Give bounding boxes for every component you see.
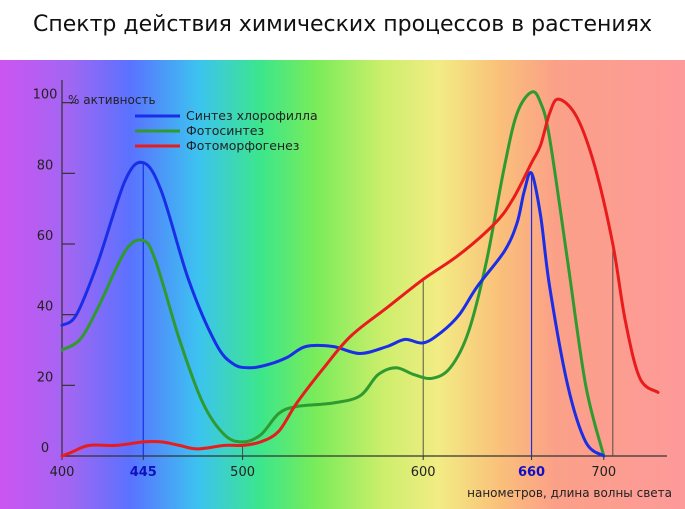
legend-photomorphogenesis: Фотоморфогенез	[135, 138, 299, 153]
series-lines	[60, 90, 660, 458]
legend: Синтез хлорофиллаФотосинтезФотоморфогене…	[135, 108, 318, 153]
legend-label: Фотоморфогенез	[186, 138, 299, 153]
x-tick-label: 500	[230, 465, 255, 480]
axes: 0 20 40 60 80 100 400 445 500 600 660 700	[33, 80, 667, 480]
legend-label: Фотосинтез	[186, 123, 264, 138]
axis-labels: % активность нанометров, длина волны све…	[68, 93, 672, 500]
y-axis-label: % активность	[68, 93, 156, 107]
photomorphogenesis-line	[60, 97, 660, 458]
y-tick-label: 80	[37, 158, 54, 173]
legend-chlorophyll-synthesis: Синтез хлорофилла	[135, 108, 318, 123]
x-tick-label: 600	[411, 465, 436, 480]
x-tick-label: 660	[518, 465, 545, 480]
y-tick-label: 60	[37, 229, 54, 244]
legend-photosynthesis: Фотосинтез	[135, 123, 264, 138]
x-axis-label: нанометров, длина волны света	[467, 486, 672, 500]
page-title: Спектр действия химических процессов в р…	[33, 12, 652, 37]
x-tick-label: 700	[591, 465, 616, 480]
y-tick-label: 40	[37, 300, 54, 315]
y-tick-label: 100	[33, 88, 58, 103]
x-tick-label: 400	[50, 465, 75, 480]
x-tick-label: 445	[130, 465, 157, 480]
photosynthesis-line	[60, 90, 606, 458]
legend-label: Синтез хлорофилла	[186, 108, 318, 123]
drop-lines	[142, 162, 614, 456]
chlorophyll-synthesis-line	[60, 160, 606, 458]
y-tick-label: 0	[41, 441, 49, 456]
y-tick-label: 20	[37, 370, 54, 385]
